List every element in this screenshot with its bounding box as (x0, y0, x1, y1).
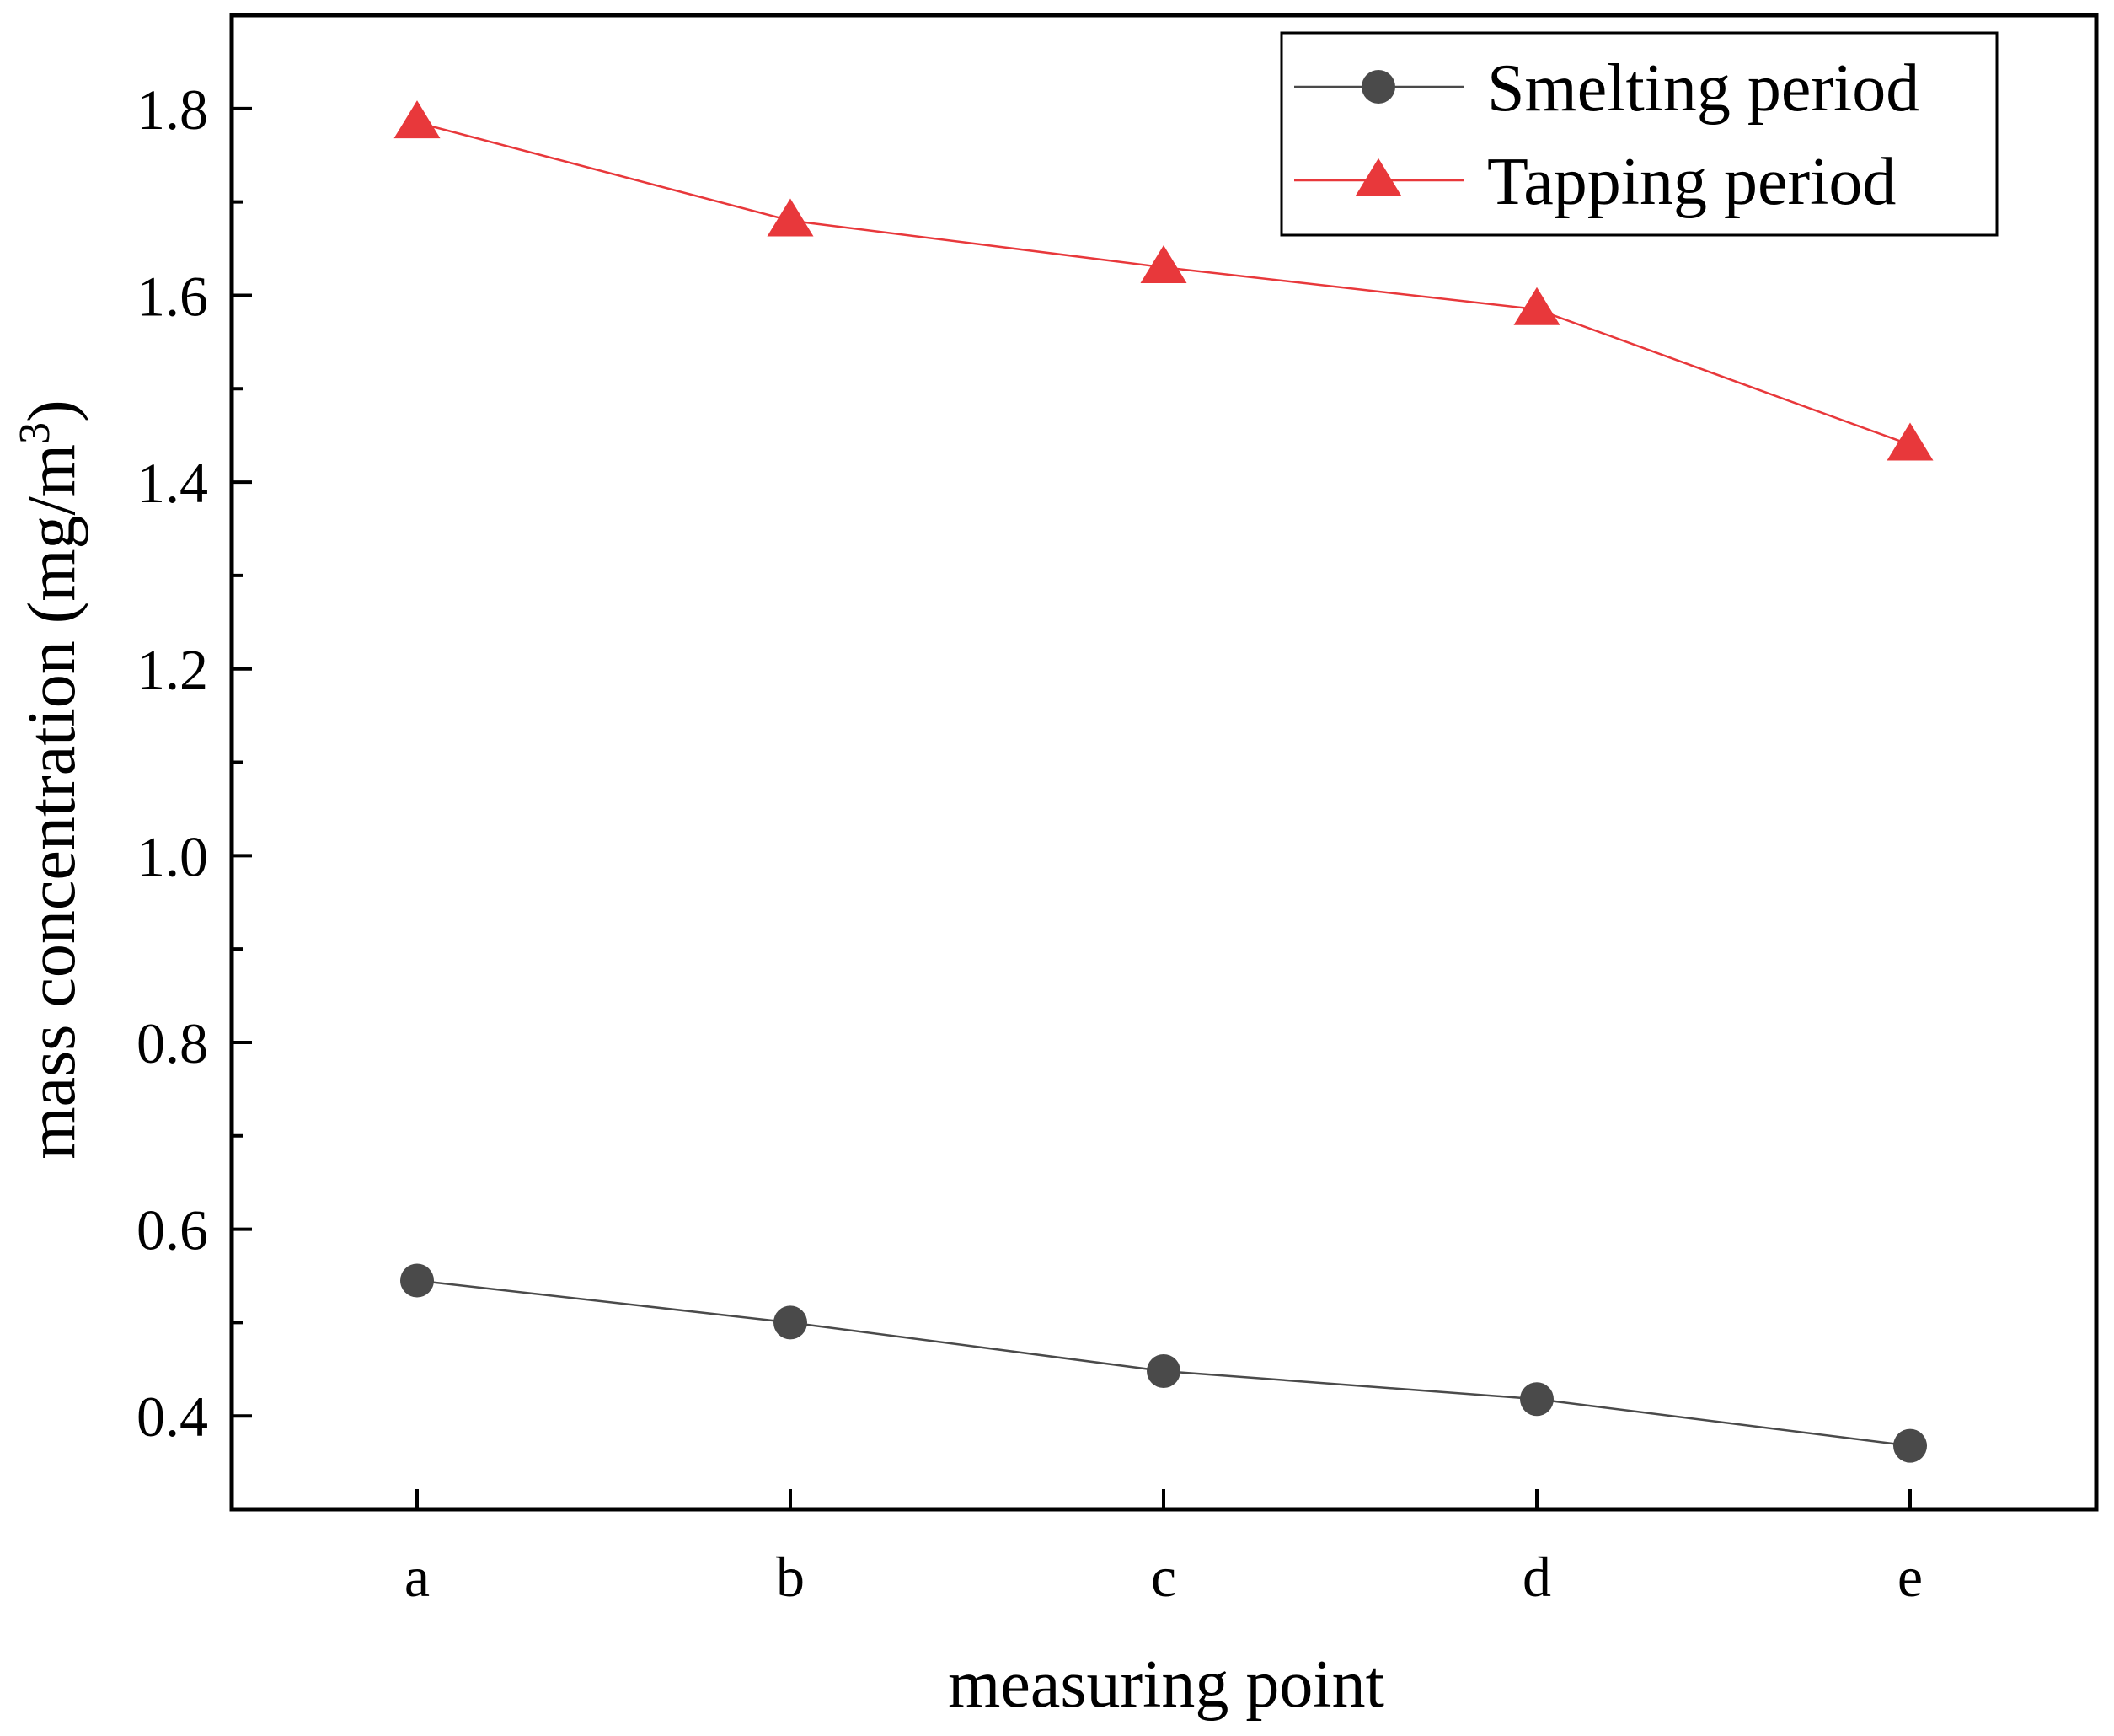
y-tick-label: 1.2 (136, 638, 208, 702)
legend-label: Smelting period (1487, 51, 1919, 126)
x-tick-label: a (404, 1545, 430, 1609)
data-point-circle (1147, 1353, 1180, 1388)
plot-frame (229, 13, 2099, 1512)
x-tick-label: d (1523, 1545, 1551, 1609)
legend-box (1280, 31, 1999, 237)
axes-layer: 0.4 0.6 0.8 1.0 1.2 1.4 1.6 1.8 a b c d e (136, 13, 2099, 1609)
legend: Smelting period Tapping period (1280, 31, 1999, 237)
y-tick-label: 0.6 (136, 1198, 208, 1262)
x-tick-label: b (776, 1545, 805, 1609)
data-point-circle (773, 1305, 807, 1340)
data-point-triangle (1887, 422, 1934, 461)
data-point-circle (400, 1263, 434, 1298)
legend-marker-triangle (1355, 158, 1402, 196)
y-tick-label: 1.0 (136, 824, 208, 888)
y-tick-label: 1.4 (136, 451, 208, 515)
y-tick-label: 1.6 (136, 264, 208, 328)
plot-marks (393, 100, 1934, 1463)
data-point-triangle (1513, 287, 1560, 325)
legend-label: Tapping period (1487, 145, 1896, 219)
legend-marker-circle (1362, 70, 1395, 104)
y-tick-label: 1.8 (136, 78, 208, 142)
x-tick-label: c (1151, 1545, 1176, 1609)
series-smelting-period (400, 1263, 1927, 1463)
series-tapping-period (393, 100, 1934, 461)
y-axis-title-main: mass concentration (mg/m (15, 444, 89, 1160)
x-tick-label: e (1897, 1545, 1923, 1609)
data-point-circle (1893, 1428, 1927, 1463)
y-axis-title-superscript: 3 (11, 422, 59, 444)
data-point-circle (1520, 1382, 1554, 1417)
data-point-triangle (1140, 244, 1187, 283)
y-tick-label: 0.4 (136, 1385, 208, 1449)
y-tick-label: 0.8 (136, 1011, 208, 1075)
data-point-triangle (393, 100, 441, 139)
y-axis-title-suffix: ) (15, 399, 89, 422)
x-axis-title: measuring point (948, 1648, 1384, 1722)
data-point-triangle (767, 198, 814, 237)
y-axis-title: mass concentration (mg/m3) (11, 399, 89, 1159)
